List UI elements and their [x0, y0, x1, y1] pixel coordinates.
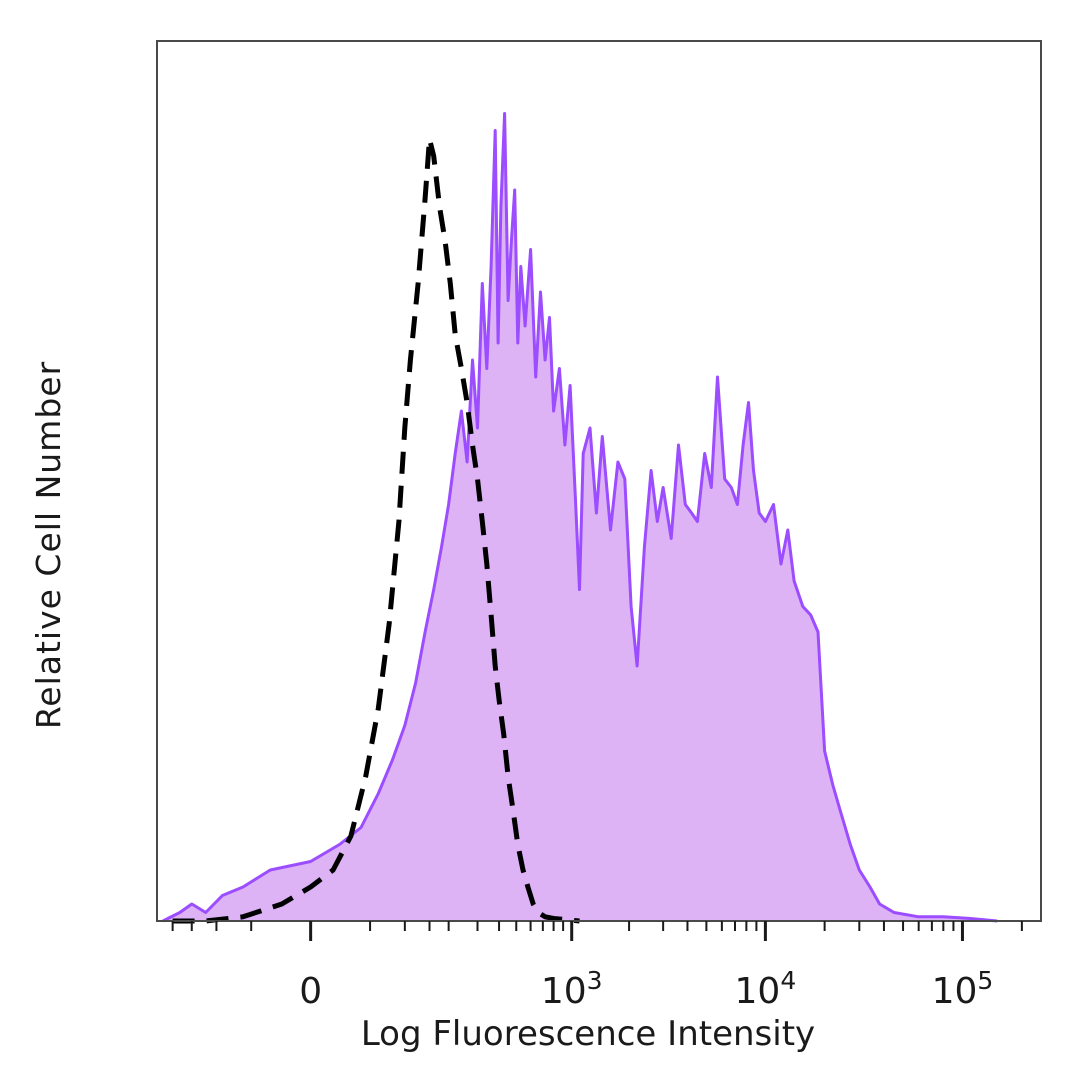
series-layer: [162, 112, 998, 924]
x-tick-label: 0: [299, 971, 322, 1012]
x-tick-label: 104: [735, 966, 797, 1012]
x-tick-label: 103: [541, 966, 603, 1012]
series-0-fill: [162, 113, 998, 921]
x-axis-label: Log Fluorescence Intensity: [361, 1014, 815, 1054]
series-1-dashed-line: [172, 136, 580, 924]
x-tick-label: 105: [932, 966, 994, 1012]
x-axis-ticks: 0 103 104 105: [171, 921, 1023, 1012]
series-0-outline: [162, 112, 998, 923]
plot-frame: [156, 40, 1042, 922]
y-axis-label: Relative Cell Number: [29, 361, 68, 729]
